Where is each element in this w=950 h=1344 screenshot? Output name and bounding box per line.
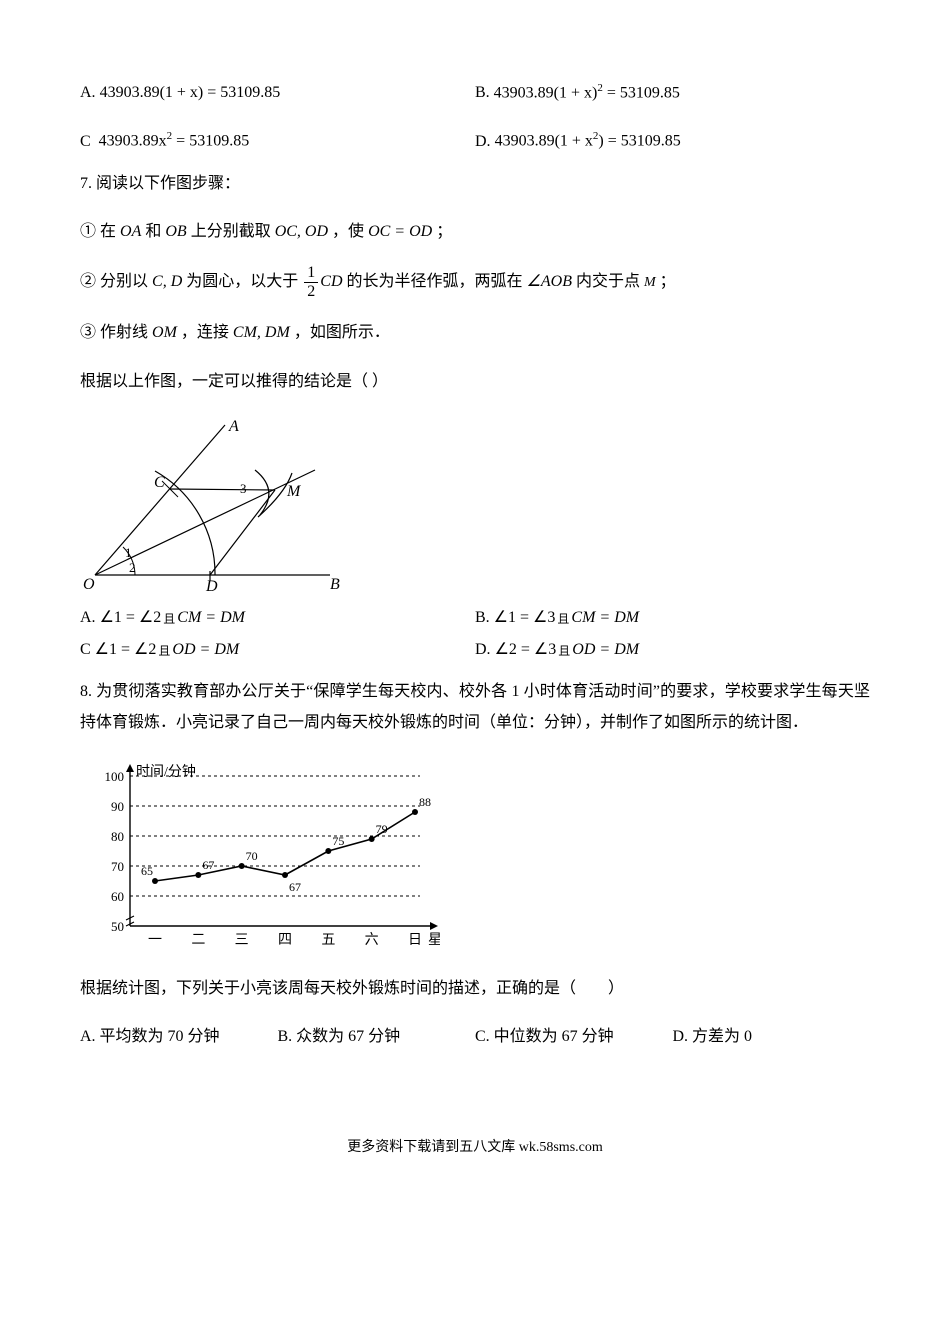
svg-text:O: O <box>83 576 95 593</box>
opt-label: B. <box>475 609 490 627</box>
q6-option-a: A. 43903.89(1 + x) = 53109.85 <box>80 82 475 102</box>
footer: 更多资料下载请到五八文库 wk.58sms.com <box>80 1136 870 1156</box>
svg-text:2: 2 <box>129 560 136 575</box>
q8-options: A. 平均数为 70 分钟 B. 众数为 67 分钟 C. 中位数为 67 分钟… <box>80 1022 870 1046</box>
svg-text:四: 四 <box>278 933 292 948</box>
page: A. 43903.89(1 + x) = 53109.85 B. 43903.8… <box>0 0 950 1196</box>
q6-option-d: D. 43903.89(1 + x2) = 53109.85 <box>475 130 870 150</box>
svg-text:67: 67 <box>202 858 214 872</box>
svg-text:二: 二 <box>191 933 205 948</box>
opt-label: B. <box>475 84 490 102</box>
opt-label: D. <box>475 641 491 659</box>
q7-step3: ③ 作射线 OM ，连接 CM, DM ，如图所示． <box>80 318 870 348</box>
fraction: 1 2 <box>304 265 318 300</box>
svg-text:50: 50 <box>111 919 124 934</box>
svg-text:五: 五 <box>321 933 335 948</box>
q8-option-d: D. 方差为 0 <box>673 1022 871 1046</box>
svg-text:90: 90 <box>111 799 124 814</box>
svg-text:100: 100 <box>105 769 125 784</box>
svg-text:60: 60 <box>111 889 124 904</box>
opt-label: D. <box>475 133 491 151</box>
svg-text:一: 一 <box>148 933 162 948</box>
svg-text:65: 65 <box>141 864 153 878</box>
q8-question: 根据统计图，下列关于小亮该周每天校外锻炼时间的描述，正确的是（ ） <box>80 974 870 1004</box>
svg-text:M: M <box>286 483 302 500</box>
q7-option-b: B. ∠1 = ∠3 且 CM = DM <box>475 607 870 627</box>
q7-step2: ② 分别以 C, D 为圆心，以大于 1 2 CD 的长为半径作弧，两弧在 ∠A… <box>80 265 870 300</box>
q7-heading: 7. 阅读以下作图步骤： <box>80 169 870 199</box>
q8-option-b: B. 众数为 67 分钟 <box>278 1022 476 1046</box>
q7-conclusion: 根据以上作图，一定可以推得的结论是（ ） <box>80 367 870 397</box>
opt-expr: 43903.89(1 + x) = 53109.85 <box>100 84 281 102</box>
svg-text:75: 75 <box>332 834 344 848</box>
geometry-diagram: O A B C D M 12 3 <box>80 415 340 595</box>
opt-label: C <box>80 133 91 151</box>
svg-text:B: B <box>330 576 340 593</box>
svg-text:日: 日 <box>408 933 422 948</box>
svg-text:80: 80 <box>111 829 124 844</box>
opt-label: A. <box>80 84 96 102</box>
svg-text:1: 1 <box>125 545 132 560</box>
q7-options-row2: C ∠1 = ∠2 且 OD = DM D. ∠2 = ∠3 且 OD = DM <box>80 639 870 659</box>
opt-expr: 43903.89x2 = 53109.85 <box>99 130 250 150</box>
q8-chart: 50 60 70 80 90 100 一 二 三 四 五 六 日 65 67 70 67 75 79 88 时间/分钟星… <box>80 756 870 956</box>
svg-text:67: 67 <box>289 880 301 894</box>
q8-text: 8. 为贯彻落实教育部办公厅关于“保障学生每天校内、校外各 1 小时体育活动时间… <box>80 677 870 738</box>
opt-expr: 43903.89(1 + x)2 = 53109.85 <box>494 82 680 102</box>
svg-text:A: A <box>228 418 239 435</box>
svg-text:88: 88 <box>419 795 431 809</box>
svg-text:3: 3 <box>240 481 247 496</box>
q7-diagram: O A B C D M 12 3 <box>80 415 870 595</box>
q7-option-d: D. ∠2 = ∠3 且 OD = DM <box>475 639 870 659</box>
opt-label: C <box>80 641 91 659</box>
opt-expr: 43903.89(1 + x2) = 53109.85 <box>495 130 681 150</box>
svg-text:70: 70 <box>246 849 258 863</box>
svg-text:星期: 星期 <box>428 932 440 948</box>
opt-label: A. <box>80 609 96 627</box>
q6-option-b: B. 43903.89(1 + x)2 = 53109.85 <box>475 82 870 102</box>
q6-option-c: C 43903.89x2 = 53109.85 <box>80 130 475 150</box>
q7-step1: ① 在 OA 和 OB 上分别截取 OC, OD ，使 OC = OD ； <box>80 217 870 247</box>
svg-text:70: 70 <box>111 859 124 874</box>
svg-text:六: 六 <box>365 932 379 948</box>
q6-options-row1: A. 43903.89(1 + x) = 53109.85 B. 43903.8… <box>80 82 870 102</box>
svg-text:时间/分钟: 时间/分钟 <box>136 763 196 780</box>
line-chart: 50 60 70 80 90 100 一 二 三 四 五 六 日 65 67 70 67 75 79 88 时间/分钟星… <box>80 756 440 956</box>
svg-text:79: 79 <box>376 822 388 836</box>
q7-options-row1: A. ∠1 = ∠2 且 CM = DM B. ∠1 = ∠3 且 CM = D… <box>80 607 870 627</box>
q7-option-a: A. ∠1 = ∠2 且 CM = DM <box>80 607 475 627</box>
q8-option-a: A. 平均数为 70 分钟 <box>80 1022 278 1046</box>
svg-text:三: 三 <box>235 933 249 948</box>
svg-text:D: D <box>205 578 218 595</box>
q6-options-row2: C 43903.89x2 = 53109.85 D. 43903.89(1 + … <box>80 130 870 150</box>
q7-option-c: C ∠1 = ∠2 且 OD = DM <box>80 639 475 659</box>
svg-text:C: C <box>154 474 165 491</box>
q8-option-c: C. 中位数为 67 分钟 <box>475 1022 673 1046</box>
